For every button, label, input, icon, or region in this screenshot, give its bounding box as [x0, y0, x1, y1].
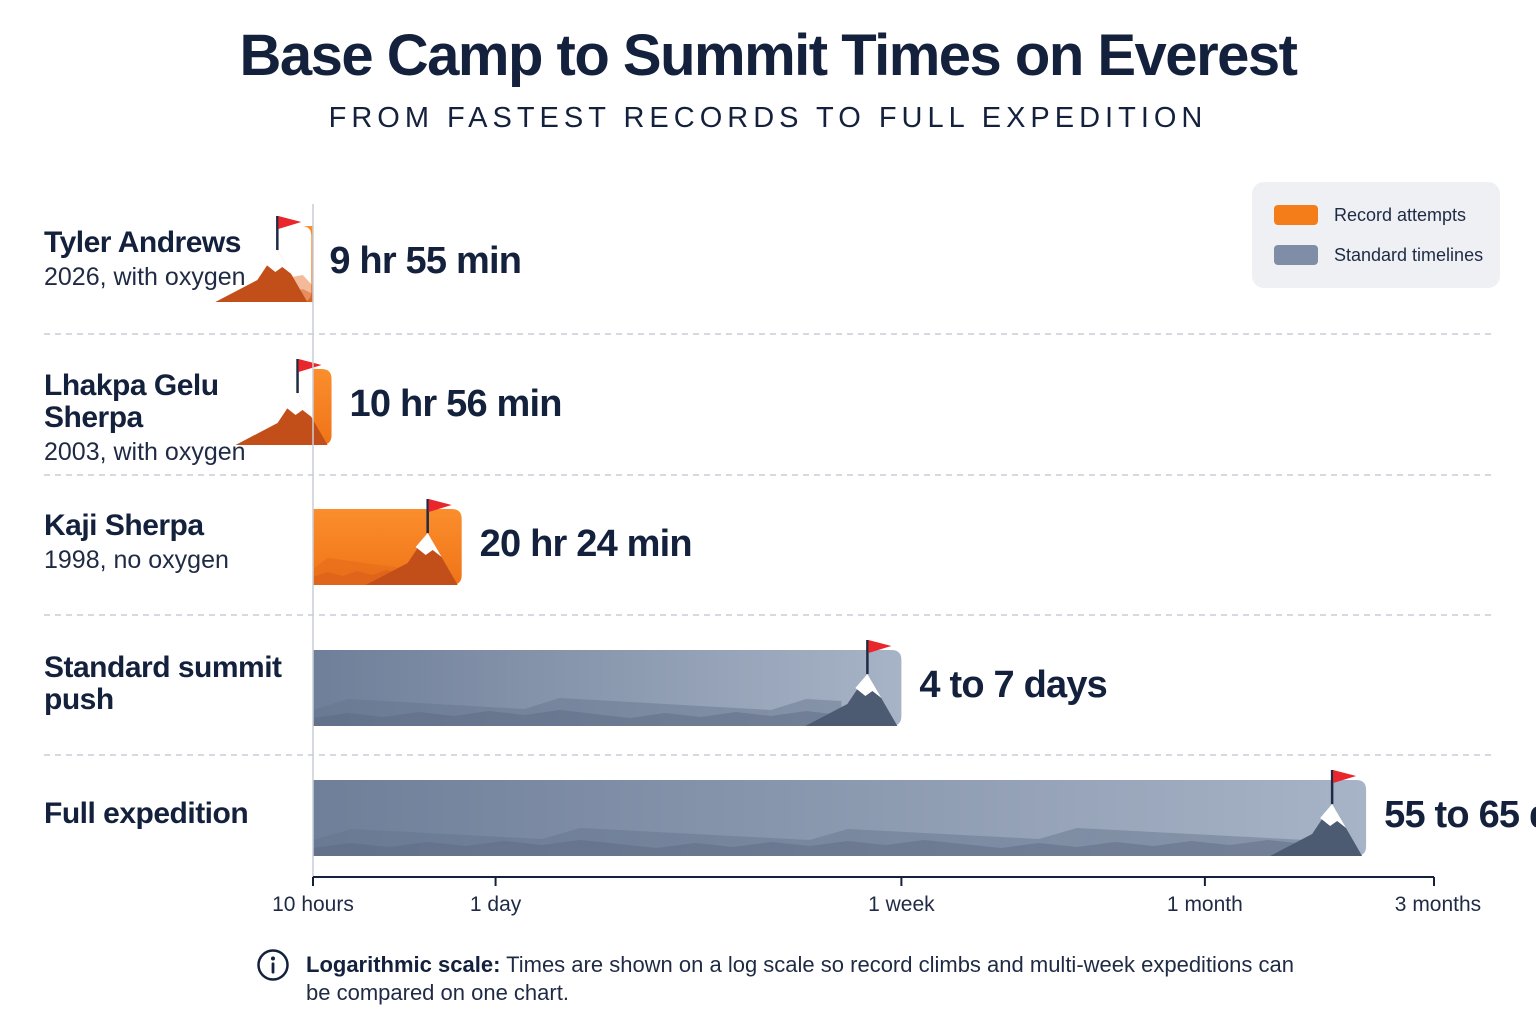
bar-value-label: 55 to 65 days [1384, 794, 1536, 836]
row-label: Lhakpa Gelu Sherpa 2003, with oxygen [44, 370, 309, 467]
row-detail: 1998, no oxygen [44, 546, 229, 574]
row-detail: 2026, with oxygen [44, 263, 246, 291]
flag-icon [298, 359, 322, 372]
bar-value-label: 4 to 7 days [919, 664, 1108, 706]
x-tick-label: 1 month [1166, 893, 1243, 916]
row-name: Lhakpa Gelu Sherpa [44, 369, 219, 434]
bar-record [215, 216, 313, 302]
bar-standard [313, 640, 902, 726]
bar-record [313, 499, 462, 585]
legend-item-standard: Standard timelines [1274, 244, 1483, 266]
bar-value-label: 20 hr 24 min [479, 523, 693, 565]
flag-icon [278, 216, 302, 229]
row-name: Kaji Sherpa [44, 509, 204, 542]
snowcap-icon [415, 533, 442, 557]
bar-ridge-far [313, 698, 842, 726]
bar-body [313, 369, 332, 445]
bar-value-label: 10 hr 56 min [349, 383, 563, 425]
footnote-bold: Logarithmic scale: [306, 952, 501, 977]
bar-ridge-near [313, 840, 1307, 856]
bar-body [301, 226, 313, 302]
legend-label-standard: Standard timelines [1334, 244, 1484, 265]
x-tick-label: 3 months [1394, 893, 1482, 916]
bar-body [313, 780, 1367, 856]
legend: Record attempts Standard timelines [1252, 182, 1500, 288]
snowcap-icon [285, 393, 312, 417]
footnote-text: Logarithmic scale: Times are shown on a … [306, 951, 1306, 1007]
x-tick-label: 1 day [469, 893, 522, 916]
row-label: Full expedition [44, 798, 309, 830]
row-label: Kaji Sherpa 1998, no oxygen [44, 510, 309, 575]
snowcap-icon [265, 250, 292, 274]
bar-standard [313, 770, 1367, 856]
legend-label-records: Record attempts [1334, 204, 1467, 225]
bar-value-label: 9 hr 55 min [329, 240, 522, 282]
x-tick-label: 1 week [868, 893, 935, 916]
chart-title: Base Camp to Summit Times on Everest [239, 23, 1298, 88]
row-name: Tyler Andrews [44, 226, 241, 259]
footnote-body: Times are shown on a log scale so record… [306, 952, 1294, 1005]
flag-icon [1333, 770, 1357, 783]
bar-record [235, 359, 332, 445]
bar-body [313, 650, 902, 726]
row-label: Tyler Andrews 2026, with oxygen [44, 227, 309, 292]
flag-icon [428, 499, 452, 512]
row-label: Standard summit push [44, 652, 309, 716]
snowcap-icon [855, 674, 882, 698]
legend-swatch-records [1274, 205, 1318, 225]
row-name: Full expedition [44, 797, 249, 830]
row-detail: 2003, with oxygen [44, 438, 246, 466]
bar-ridge-near [313, 710, 842, 726]
chart-subtitle: FROM FASTEST RECORDS TO FULL EXPEDITION [328, 102, 1208, 134]
row-name: Standard summit push [44, 651, 282, 716]
legend-swatch-standard [1274, 245, 1318, 265]
legend-item-records: Record attempts [1274, 204, 1466, 226]
info-icon [257, 949, 289, 981]
snowcap-icon [1320, 804, 1347, 828]
bar-ridge-far [313, 828, 1307, 856]
flag-icon [868, 640, 892, 653]
x-tick-label: 10 hours [272, 893, 354, 916]
